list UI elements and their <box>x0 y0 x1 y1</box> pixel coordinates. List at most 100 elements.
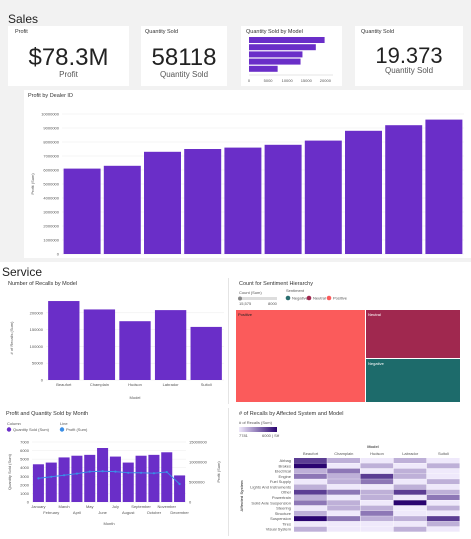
heatmap-cell <box>393 473 427 479</box>
heatmap-card[interactable]: # of Recalls by Affected System and Mode… <box>234 408 464 536</box>
heatmap-cell <box>327 516 360 522</box>
quantity-sub: Quantity Sold <box>159 70 209 79</box>
legend-dot-profit <box>59 427 65 432</box>
point-profit-month <box>62 474 66 477</box>
size-legend-handle[interactable] <box>238 296 242 301</box>
y-tick-label: 3000000 <box>43 210 59 215</box>
heatmap-cell <box>294 468 327 474</box>
bar-quantity-month <box>109 456 121 502</box>
y-axis-title-left: Quantity Sold (Sum) <box>7 453 12 490</box>
quantity-card[interactable]: Quantity Sold 58118 Quantity Sold <box>141 26 227 86</box>
x-tick-label: Suitoli <box>201 382 212 387</box>
heatmap-cell <box>327 484 360 490</box>
x-tick-label: Labrador <box>163 382 180 387</box>
point-profit-month <box>165 470 168 474</box>
y-tick-label: 50000 <box>32 361 44 366</box>
heatmap-cell <box>294 526 327 532</box>
y-tick-label-left: 0 <box>27 500 30 505</box>
x-tick-label: June <box>98 510 107 515</box>
heatmap-row-label: Suspension <box>270 516 291 521</box>
bar-quantity-month <box>161 452 173 502</box>
heatmap-cell <box>360 516 394 522</box>
heatmap-cell <box>327 473 360 479</box>
y-tick-label-left: 5000 <box>20 457 30 462</box>
profit-qty-month-card[interactable]: Profit and Quantity Sold by Month Column… <box>2 408 229 536</box>
heatmap-cell <box>393 510 427 516</box>
heatmap-cell <box>327 458 360 463</box>
x-tick-label: October <box>147 510 162 515</box>
bar-quantity-month <box>84 454 96 502</box>
profit-qty-month-label: Profit and Quantity Sold by Month <box>6 411 89 417</box>
recalls-model-chart: 0 50000 100000 150000 200000 # of Recalls (Su… <box>9 301 224 400</box>
heatmap-cell <box>426 500 460 506</box>
heatmap-cell <box>426 473 460 479</box>
treemap-positive-label: Positive <box>238 312 253 317</box>
heatmap-cell <box>327 495 360 500</box>
heatmap-cell <box>294 521 327 527</box>
heatmap-cell <box>393 489 427 495</box>
profit-dealer-chart: 0 1000000 2000000 3000000 4000000 5000000 6000… <box>30 112 464 257</box>
heatmap-cell <box>294 516 327 522</box>
heatmap-cell <box>360 505 394 511</box>
heatmap-legend-min: 7781 <box>239 433 249 438</box>
qty-by-model-card[interactable]: Quantity Sold by Model 0 5000 10000 15000 20… <box>241 26 342 86</box>
heatmap-cell <box>426 468 460 474</box>
sentiment-card[interactable]: Count for Sentiment Hierarchy Count (Sum… <box>234 278 464 404</box>
y-tick-label: 5000000 <box>43 182 59 187</box>
kpi-card[interactable]: Quantity Sold 19.373 Quantity Sold <box>355 26 463 86</box>
y-tick-label: 1000000 <box>43 238 59 243</box>
legend-positive: Positive <box>333 296 348 301</box>
heatmap-cell <box>393 463 427 469</box>
sentiment-legend-title: Sentiment <box>286 288 305 293</box>
bar-dealer-profit <box>345 130 382 254</box>
heatmap-col-label: Champlain <box>334 451 353 456</box>
heatmap-col-title: Model <box>367 444 379 449</box>
heatmap-cell <box>294 510 327 516</box>
point-profit-month <box>50 475 53 478</box>
heatmap-row-label: Powertrain <box>272 495 291 500</box>
treemap-negative-label: Negative <box>368 361 385 366</box>
x-tick-label: April <box>73 510 81 515</box>
point-profit-month <box>139 471 143 474</box>
kpi-card-label: Quantity Sold <box>361 29 395 35</box>
point-profit-month <box>127 471 130 474</box>
x-tick-label: September <box>131 504 151 509</box>
x-tick-label: Beaufort <box>56 382 72 387</box>
x-tick-label: January <box>31 504 45 509</box>
treemap-positive[interactable] <box>236 310 365 402</box>
x-tick-label: May <box>86 504 94 509</box>
bar-quantity-month <box>58 457 70 502</box>
heatmap-cell <box>426 484 460 490</box>
profit-value: $78.3M <box>28 44 109 71</box>
bar-dealer-profit <box>385 125 423 254</box>
heatmap-cell <box>294 489 327 495</box>
heatmap-row-label: Electrical <box>275 469 291 474</box>
y-tick-label: 10000000 <box>41 112 60 117</box>
bar-dealer-profit <box>103 165 141 254</box>
kpi-sub: Quantity Sold <box>384 66 434 75</box>
bar-qty-model <box>249 65 278 72</box>
bar-quantity-month <box>97 448 109 502</box>
x-tick-label: July <box>112 504 119 509</box>
legend-negative: Negative <box>292 296 309 301</box>
heatmap-cell <box>426 516 460 522</box>
y-tick-label: 0 <box>41 378 44 383</box>
bar-recalls-model <box>83 309 116 380</box>
size-legend-title: Count (Sum) <box>239 290 262 295</box>
recalls-model-card[interactable]: Number of Recalls by Model 0 50000 100000 1… <box>4 278 229 404</box>
bar-qty-model <box>249 44 316 51</box>
bar-quantity-month <box>32 464 44 502</box>
x-tick-label: February <box>43 510 59 515</box>
treemap-neutral[interactable] <box>366 310 460 358</box>
treemap-negative[interactable] <box>366 359 460 402</box>
profit-dealer-card[interactable]: Profit by Dealer ID 0 1000000 2000000 30000… <box>24 90 471 258</box>
bar-qty-model <box>249 51 303 58</box>
bar-quantity-month <box>148 454 160 502</box>
profit-card[interactable]: Profit $78.3M Profit <box>8 26 129 86</box>
y-tick-label: 0 <box>57 252 60 257</box>
sentiment-chart: Count (Sum) 15,575 8000 Sentiment Negati… <box>236 288 460 402</box>
heatmap-legend-title: # of Recalls (Sum) <box>239 420 273 425</box>
y-tick-label: 4000000 <box>43 196 59 201</box>
heatmap-cell <box>294 463 327 469</box>
bar-recalls-model <box>190 326 222 380</box>
